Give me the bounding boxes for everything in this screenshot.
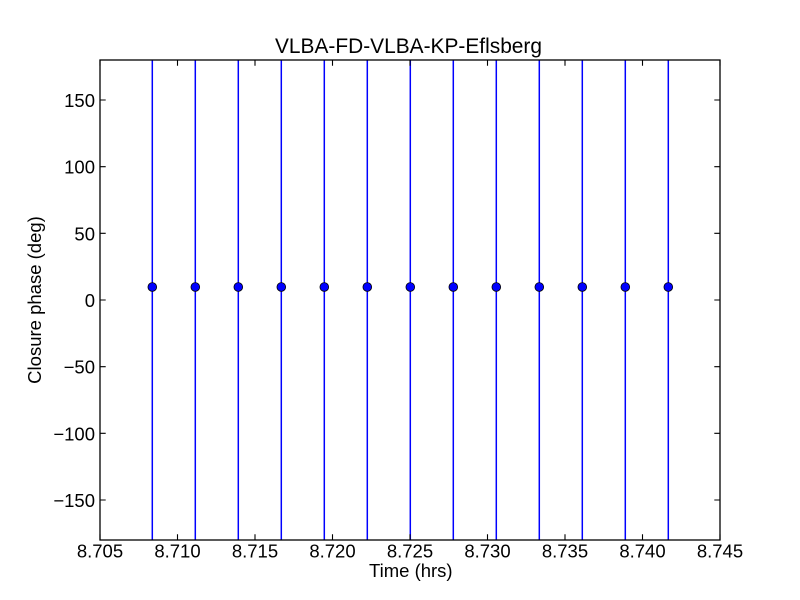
svg-text:Time (hrs): Time (hrs) bbox=[369, 560, 453, 581]
svg-text:8.730: 8.730 bbox=[464, 541, 510, 562]
svg-text:−50: −50 bbox=[64, 357, 95, 378]
svg-text:−150: −150 bbox=[53, 490, 95, 511]
svg-text:Closure phase (deg): Closure phase (deg) bbox=[24, 216, 45, 384]
svg-text:8.725: 8.725 bbox=[387, 541, 433, 562]
svg-text:100: 100 bbox=[64, 157, 95, 178]
svg-text:50: 50 bbox=[74, 223, 95, 244]
svg-text:8.740: 8.740 bbox=[619, 541, 665, 562]
svg-text:8.705: 8.705 bbox=[77, 541, 123, 562]
svg-text:8.735: 8.735 bbox=[542, 541, 588, 562]
svg-text:VLBA-FD-VLBA-KP-Eflsberg: VLBA-FD-VLBA-KP-Eflsberg bbox=[275, 35, 542, 58]
svg-text:8.710: 8.710 bbox=[154, 541, 200, 562]
svg-text:150: 150 bbox=[64, 90, 95, 111]
svg-text:−100: −100 bbox=[53, 423, 95, 444]
svg-text:8.715: 8.715 bbox=[232, 541, 278, 562]
svg-text:0: 0 bbox=[85, 290, 95, 311]
svg-text:8.745: 8.745 bbox=[697, 541, 743, 562]
svg-text:8.720: 8.720 bbox=[309, 541, 355, 562]
